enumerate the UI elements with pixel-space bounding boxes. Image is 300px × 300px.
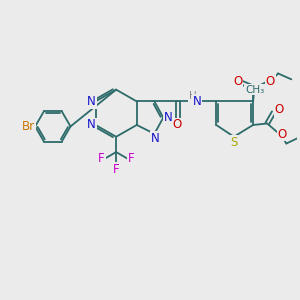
Text: Br: Br	[22, 120, 35, 133]
Text: N: N	[151, 132, 159, 145]
Text: N: N	[87, 95, 96, 108]
Text: O: O	[173, 118, 182, 131]
Text: S: S	[230, 136, 238, 149]
Text: H: H	[189, 91, 197, 101]
Text: CH₃: CH₃	[245, 85, 264, 94]
Text: N: N	[193, 95, 202, 108]
Text: N: N	[87, 118, 96, 131]
Text: F: F	[128, 152, 134, 165]
Text: O: O	[278, 128, 287, 141]
Text: N: N	[164, 111, 172, 124]
Text: O: O	[274, 103, 283, 116]
Text: O: O	[233, 75, 242, 88]
Text: F: F	[98, 152, 105, 165]
Text: O: O	[266, 75, 275, 88]
Text: F: F	[113, 163, 119, 176]
